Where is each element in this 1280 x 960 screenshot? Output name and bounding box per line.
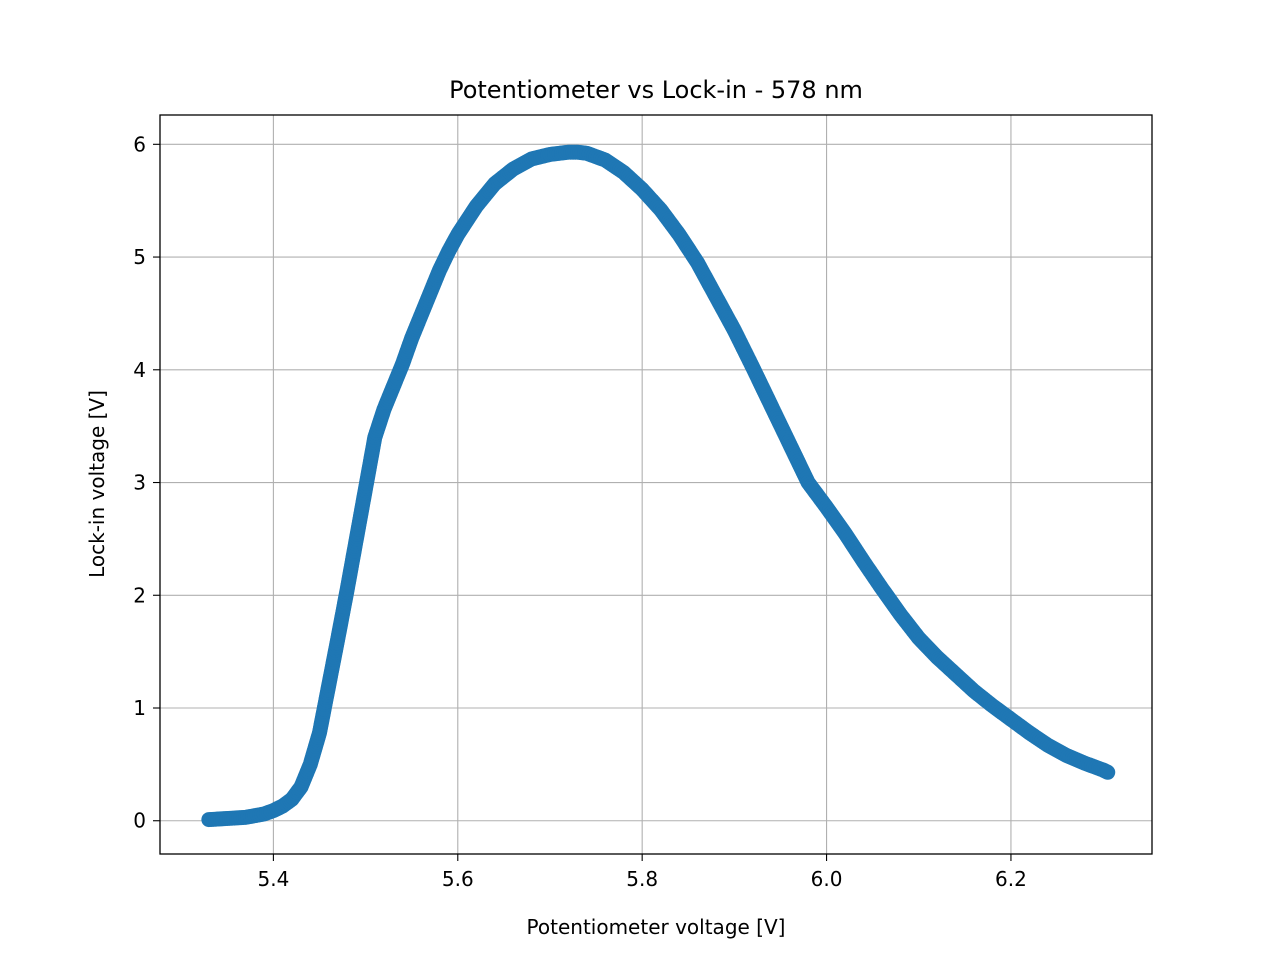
chart-title: Potentiometer vs Lock-in - 578 nm [449,76,863,104]
x-tick-label: 5.6 [442,867,474,891]
x-tick-label: 5.4 [257,867,289,891]
y-tick-label: 1 [133,696,146,720]
y-tick-label: 3 [133,471,146,495]
y-tick-label: 5 [133,245,146,269]
x-tick-label: 6.0 [811,867,843,891]
axis-ticks: 5.4 5.6 5.8 6.0 6.2 0 1 2 3 4 5 6 [133,132,1027,891]
y-tick-label: 2 [133,583,146,607]
y-tick-label: 6 [133,132,146,156]
y-tick-label: 4 [133,358,146,382]
data-series [201,144,1116,828]
x-tick-label: 5.8 [626,867,658,891]
data-point [1100,764,1116,780]
x-tick-label: 6.2 [995,867,1027,891]
x-axis-label: Potentiometer voltage [V] [527,915,786,939]
y-axis-label: Lock-in voltage [V] [85,390,109,578]
series-0 [201,144,1116,828]
y-tick-label: 0 [133,809,146,833]
plot-frame [159,114,1153,855]
